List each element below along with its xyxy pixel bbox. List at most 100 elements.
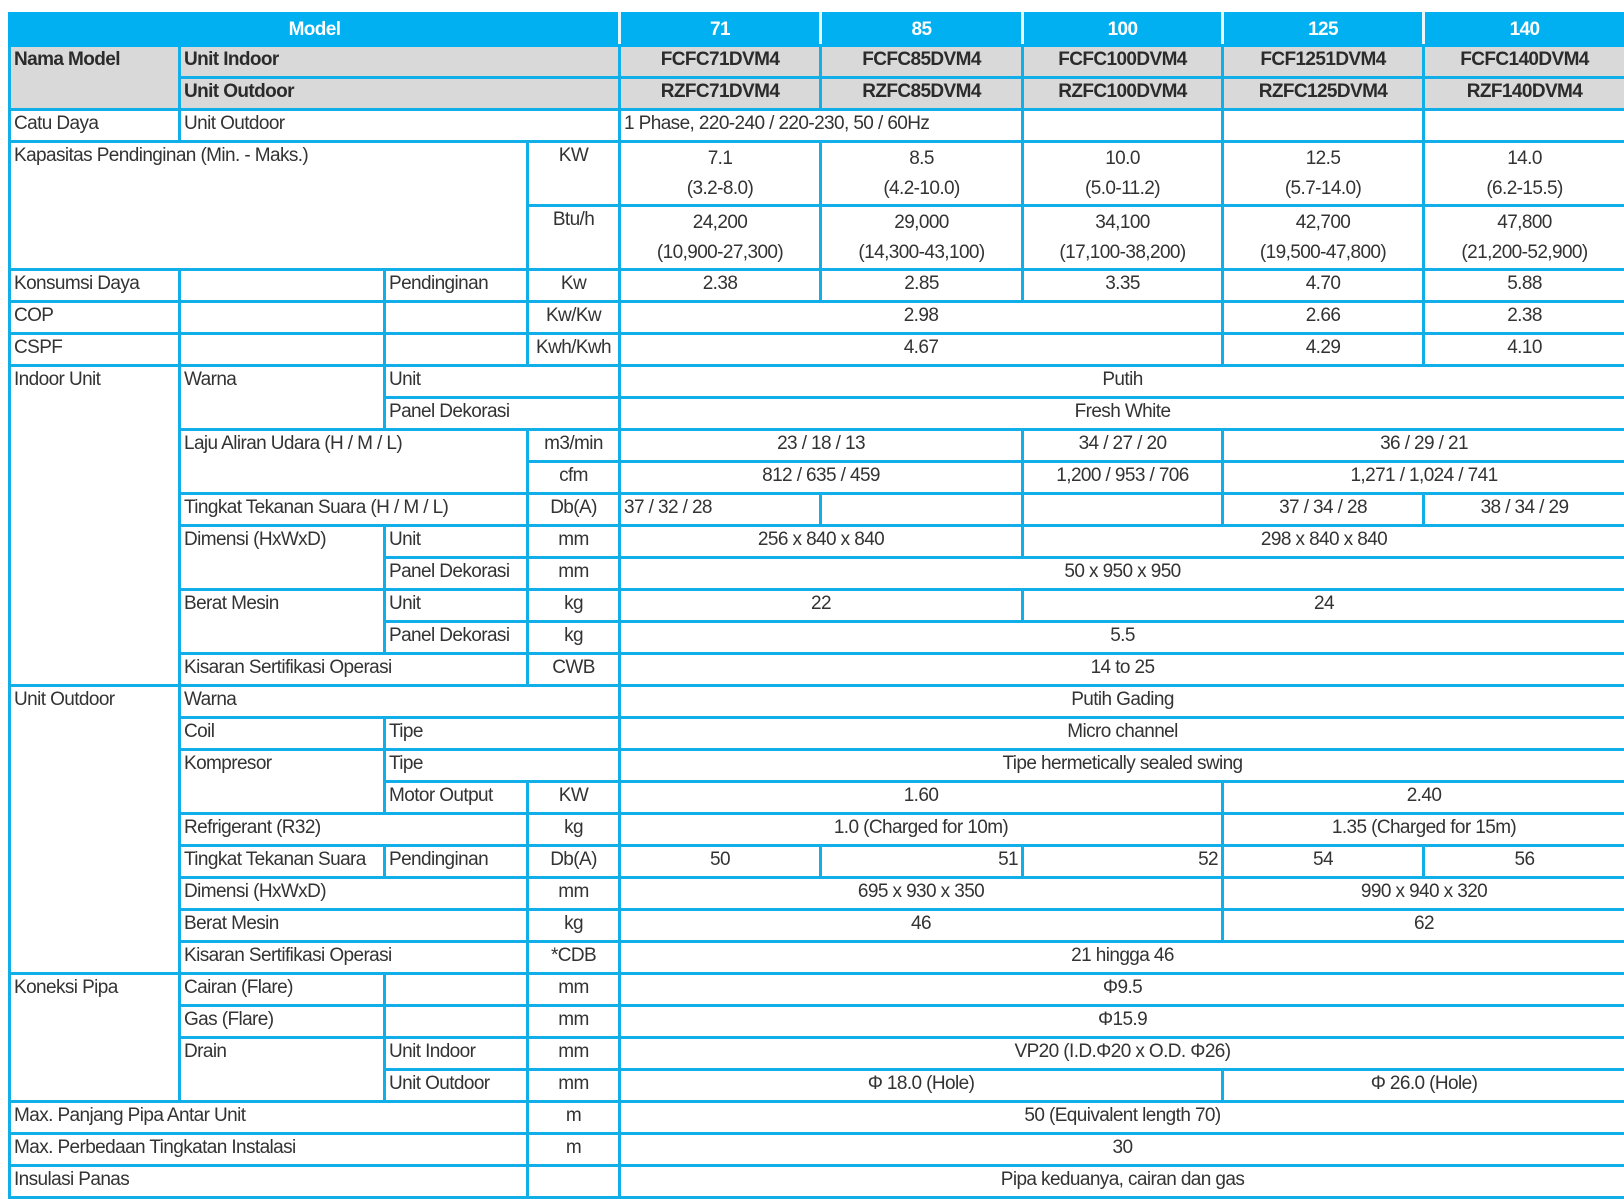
table-cell: 14.0 (6.2-15.5) [1422, 140, 1624, 207]
table-cell: 990 x 940 x 320 [1221, 876, 1624, 911]
table-cell [1021, 492, 1225, 527]
row-label-cell: Drain [178, 1036, 386, 1103]
row-label-cell: Kapasitas Pendinginan (Min. - Maks.) [8, 140, 529, 271]
row-label-cell: COP [8, 300, 181, 335]
table-cell: 22 [618, 588, 1025, 623]
table-row: Berat Mesin Unit kg 22 24 [10, 588, 1624, 655]
table-cell: 52 [1021, 844, 1225, 879]
table-cell: 24,200 (10,900-27,300) [618, 204, 823, 271]
table-row: Panel Dekorasi Fresh White [10, 396, 1624, 431]
table-row: Tingkat Tekanan Suara Pendinginan Db(A) 50 5… [10, 844, 1624, 879]
table-cell [178, 268, 386, 303]
table-row: Indoor Unit Warna Unit Putih [8, 364, 1624, 687]
row-label-cell: Kompresor [178, 748, 386, 815]
table-cell: Φ 18.0 (Hole) [618, 1068, 1225, 1103]
table-row: CSPF Kwh/Kwh 4.67 4.29 4.10 [8, 332, 1624, 367]
header-cell: Unit Indoor [177, 44, 622, 79]
table-cell: kg [525, 620, 622, 655]
table-cell: mm [525, 1036, 622, 1071]
table-cell: 54 [1221, 844, 1426, 879]
table-cell [1221, 108, 1426, 143]
table-row: Kisaran Sertifikasi Operasi *CDB 21 hingga… [10, 940, 1624, 975]
table-cell: 47,800 (21,200-52,900) [1422, 204, 1624, 271]
table-cell: 4.67 [618, 332, 1225, 367]
header-cell: RZFC125DVM4 [1221, 76, 1426, 111]
table-cell: 4.10 [1422, 332, 1624, 367]
table-cell: Kwh/Kwh [525, 332, 622, 367]
row-label-cell: Gas (Flare) [178, 1004, 386, 1039]
table-cell [1021, 108, 1225, 143]
table-cell: Putih [618, 364, 1624, 399]
table-row: Catu Daya Unit Outdoor 1 Phase, 220-240 / … [8, 108, 1624, 143]
table-cell: 812 / 635 / 459 [618, 460, 1025, 495]
table-cell: 2.40 [1221, 780, 1624, 815]
table-cell [383, 972, 529, 1007]
table-row: Panel Dekorasi kg 5.5 [10, 620, 1624, 655]
header-cell: Unit Outdoor [177, 76, 622, 111]
header-cell: 71 [618, 12, 823, 47]
table-cell: mm [525, 556, 622, 591]
table-cell: KW [525, 140, 622, 207]
table-cell: 298 x 840 x 840 [1021, 524, 1624, 559]
header-cell: RZFC100DVM4 [1021, 76, 1225, 111]
table-cell: Kw [525, 268, 622, 303]
table-cell: 50 [618, 844, 823, 879]
table-row: Laju Aliran Udara (H / M / L) m3/min 23 / … [10, 428, 1624, 495]
table-cell: Pendinginan [383, 844, 529, 879]
table-cell: 2.66 [1221, 300, 1426, 335]
table-cell: Db(A) [525, 844, 622, 879]
table-cell: 34 / 27 / 20 [1021, 428, 1225, 463]
table-cell: Db(A) [525, 492, 622, 527]
table-cell: Pipa keduanya, cairan dan gas [618, 1164, 1624, 1199]
row-label-cell: Max. Panjang Pipa Antar Unit [8, 1100, 529, 1135]
table-cell: 51 [819, 844, 1025, 879]
table-cell: 256 x 840 x 840 [618, 524, 1025, 559]
table-cell: 37 / 34 / 28 [1221, 492, 1426, 527]
header-cell: RZF140DVM4 [1422, 76, 1624, 111]
row-label-cell: Berat Mesin [178, 908, 529, 943]
table-row: Refrigerant (R32) kg 1.0 (Charged for 10m)… [10, 812, 1624, 847]
table-cell [1422, 108, 1624, 143]
row-label-cell: Max. Perbedaan Tingkatan Instalasi [8, 1132, 529, 1167]
table-cell: 23 / 18 / 13 [618, 428, 1025, 463]
row-label-cell: Refrigerant (R32) [178, 812, 529, 847]
table-cell: 4.29 [1221, 332, 1426, 367]
table-cell: 2.98 [618, 300, 1225, 335]
header-cell: 125 [1221, 12, 1426, 47]
table-cell [383, 332, 529, 367]
table-cell: Tipe hermetically sealed swing [618, 748, 1624, 783]
table-cell: Putih Gading [618, 684, 1624, 719]
header-cell: 100 [1021, 12, 1225, 47]
table-row: Unit Outdoor RZFC71DVM4 RZFC85DVM4 RZFC100D… [10, 76, 1624, 111]
table-row: Max. Perbedaan Tingkatan Instalasi m 30 [8, 1132, 1624, 1167]
table-cell: CWB [525, 652, 622, 687]
table-cell: 1 Phase, 220-240 / 220-230, 50 / 60Hz [618, 108, 1025, 143]
row-label-cell: Unit Outdoor [383, 1068, 529, 1103]
table-row: Dimensi (HxWxD) mm 695 x 930 x 350 990 x 94… [10, 876, 1624, 911]
table-cell: 5.88 [1422, 268, 1624, 303]
table-cell: kg [525, 588, 622, 623]
table-cell: 56 [1422, 844, 1624, 879]
table-cell: Φ15.9 [618, 1004, 1624, 1039]
row-label-cell: cfm [525, 460, 622, 495]
table-cell: Pendinginan [383, 268, 529, 303]
table-row: Koneksi Pipa Cairan (Flare) mm Φ9.5 [8, 972, 1624, 1103]
table-cell: 62 [1221, 908, 1624, 943]
table-cell: Unit [383, 588, 529, 623]
header-cell: Nama Model [8, 44, 181, 111]
table-cell: 50 x 950 x 950 [618, 556, 1624, 591]
row-label-cell: Motor Output [383, 780, 529, 815]
table-cell: m [525, 1132, 622, 1167]
row-label-cell: Unit Outdoor [8, 684, 181, 975]
row-label-cell: Tingkat Tekanan Suara [178, 844, 386, 879]
row-label-cell: CSPF [8, 332, 181, 367]
header-cell: 140 [1422, 12, 1624, 47]
table-cell: 29,000 (14,300-43,100) [819, 204, 1025, 271]
table-cell: 3.35 [1021, 268, 1225, 303]
table-cell: VP20 (I.D.Φ20 x O.D. Φ26) [618, 1036, 1624, 1071]
table-cell: 2.38 [1422, 300, 1624, 335]
row-label-cell: Insulasi Panas [8, 1164, 529, 1199]
table-cell: 34,100 (17,100-38,200) [1021, 204, 1225, 271]
table-cell: Unit [382, 364, 622, 399]
table-row: Unit Outdoor Warna Putih Gading [8, 684, 1624, 975]
